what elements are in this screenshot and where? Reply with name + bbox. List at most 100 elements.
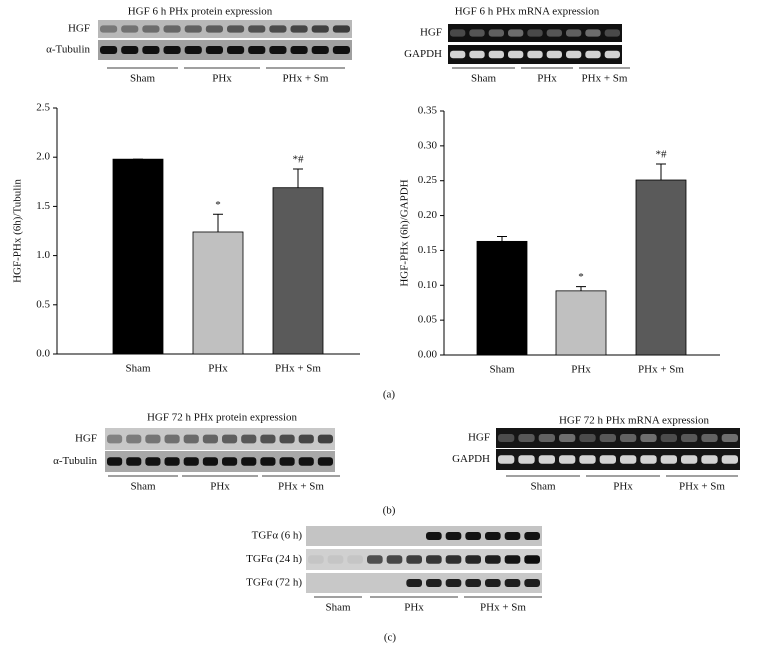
blot-band xyxy=(701,455,718,464)
y-tick-label: 0.5 xyxy=(36,298,50,310)
blot-band xyxy=(184,25,202,33)
blot-row-label: HGF xyxy=(68,23,90,35)
blot-band xyxy=(488,50,504,59)
bar xyxy=(192,231,244,355)
blot-band xyxy=(527,29,543,37)
blot-row-label: α-Tubulin xyxy=(53,455,97,467)
blot-band xyxy=(426,532,442,540)
blot-band xyxy=(604,50,620,59)
blot-band xyxy=(445,532,462,540)
blot-row-label: TGFα (6 h) xyxy=(252,530,303,542)
blot-band xyxy=(367,555,383,564)
significance-mark: *# xyxy=(293,154,305,166)
blot-band xyxy=(599,434,616,442)
blot-row xyxy=(105,428,335,450)
blot-band xyxy=(107,457,123,466)
blot-band xyxy=(579,455,596,464)
blot-band xyxy=(311,46,329,54)
blot-band xyxy=(579,434,596,442)
blot-band xyxy=(269,46,287,54)
blot-band xyxy=(660,434,677,442)
significance-mark: *# xyxy=(656,149,668,161)
blot-band xyxy=(426,579,442,587)
blot-band xyxy=(721,455,738,464)
blot-band xyxy=(100,46,118,54)
y-tick-label: 2.0 xyxy=(36,151,50,163)
group-label: PHx xyxy=(210,481,230,493)
blot-band xyxy=(469,29,485,37)
blot-band xyxy=(269,25,287,33)
blot-band xyxy=(317,434,333,444)
blot-band xyxy=(107,434,123,444)
blot-row-label: GAPDH xyxy=(404,48,442,60)
blot-band xyxy=(488,29,504,37)
blot-band xyxy=(546,29,562,37)
blot-row xyxy=(306,573,542,593)
blot-band xyxy=(620,455,637,464)
blot-row-label: HGF xyxy=(420,27,442,39)
blot-band xyxy=(485,532,501,540)
blot-band xyxy=(450,50,466,59)
blot-row xyxy=(448,24,622,42)
blot-band xyxy=(485,555,501,564)
blot-row-label: HGF xyxy=(468,432,490,444)
group-label: PHx + Sm xyxy=(278,481,324,493)
blot-band xyxy=(121,46,139,54)
blot-band xyxy=(465,579,481,587)
error-bar xyxy=(656,163,666,181)
y-tick-label: 0.15 xyxy=(418,244,438,256)
error-bar xyxy=(293,168,303,188)
y-tick-label: 0.35 xyxy=(418,105,438,117)
blot-band xyxy=(469,50,485,59)
blot-band xyxy=(527,50,543,59)
blot-band xyxy=(406,579,422,587)
blot-band xyxy=(524,532,540,540)
error-bar xyxy=(213,213,223,232)
blot-band xyxy=(290,46,308,54)
blot-band xyxy=(202,434,218,444)
significance-mark: * xyxy=(578,271,584,283)
blot-band xyxy=(498,434,515,442)
blot-row xyxy=(98,20,352,38)
blot-band xyxy=(566,50,582,59)
blot-band xyxy=(524,555,540,564)
blot-band xyxy=(681,434,698,442)
x-tick-label: PHx xyxy=(208,363,228,375)
blot-title: HGF 72 h PHx mRNA expression xyxy=(559,415,710,427)
blot-band xyxy=(142,46,160,54)
blot-band xyxy=(465,532,481,540)
blot-band xyxy=(241,457,257,466)
blot-band xyxy=(445,579,462,587)
blot-band xyxy=(279,457,295,466)
x-tick-label: Sham xyxy=(125,363,151,375)
blot-band xyxy=(660,455,677,464)
blot-band xyxy=(566,29,582,37)
group-label: Sham xyxy=(530,481,556,493)
blot-row xyxy=(306,526,542,546)
blot-band xyxy=(498,455,515,464)
blot-band xyxy=(164,434,180,444)
blot-band xyxy=(640,434,657,442)
blot-band xyxy=(504,579,521,587)
group-label: Sham xyxy=(325,602,351,614)
y-tick-label: 1.0 xyxy=(36,249,50,261)
blot-band xyxy=(308,555,324,564)
y-tick-label: 0.20 xyxy=(418,209,438,221)
blot-row-label: TGFα (24 h) xyxy=(246,553,302,565)
bar xyxy=(555,290,607,356)
blot-band xyxy=(465,555,481,564)
y-tick-label: 0.00 xyxy=(418,349,438,361)
blot-band xyxy=(585,29,601,37)
blot-title: HGF 6 h PHx mRNA expression xyxy=(455,6,600,18)
bar xyxy=(112,158,164,355)
blot-row xyxy=(306,549,542,570)
blot-band xyxy=(100,25,118,33)
blot-band xyxy=(450,29,466,37)
y-tick-label: 0.30 xyxy=(418,139,438,151)
group-label: PHx xyxy=(212,73,232,85)
blot-band xyxy=(332,46,350,54)
blot-band xyxy=(406,555,422,564)
bar xyxy=(635,179,687,356)
blot-band xyxy=(604,29,620,37)
blot-row xyxy=(496,449,740,470)
